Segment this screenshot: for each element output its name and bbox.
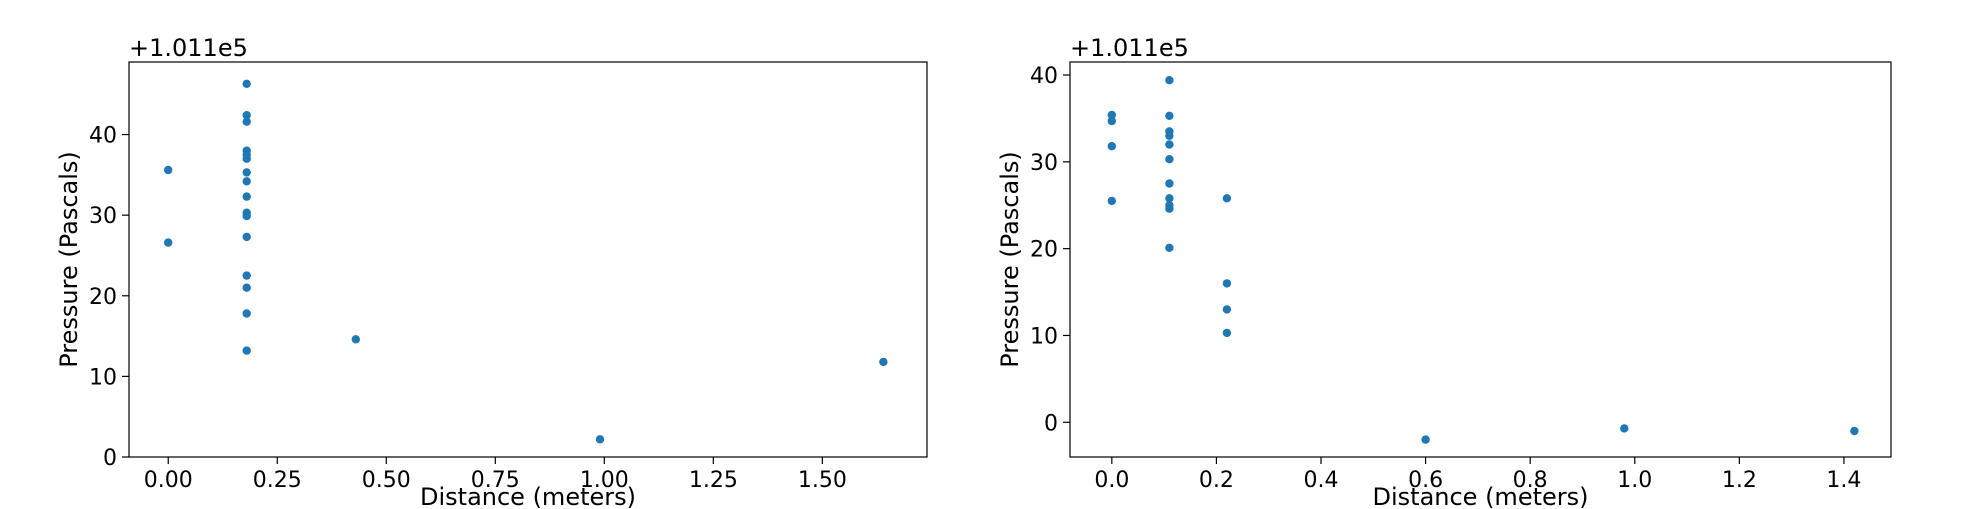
data-point [1107, 110, 1117, 120]
data-point [1165, 194, 1174, 203]
data-point [1165, 140, 1174, 149]
x-tick-label: 0.75 [471, 468, 520, 493]
data-point [242, 154, 251, 163]
left-scatter-plot: 0.00 0.25 0.50 0.75 1.00 1.25 1.50 0 10 20 30 40 Dis… [55, 34, 928, 509]
data-point [595, 435, 605, 444]
y-tick-label: 30 [1030, 151, 1058, 176]
data-point [1620, 424, 1629, 433]
data-point [1165, 111, 1174, 121]
data-point [1165, 179, 1174, 188]
y-tick-label: 10 [89, 365, 117, 390]
x-tick-label: 1.4 [1826, 468, 1861, 493]
data-point [351, 335, 360, 344]
data-point [242, 283, 251, 292]
data-point [242, 346, 251, 355]
data-point [242, 117, 251, 126]
data-point [1222, 279, 1232, 288]
data-point [164, 165, 173, 175]
data-point [1222, 328, 1232, 338]
y-tick-label: 40 [89, 124, 117, 149]
data-point [242, 232, 251, 242]
axes-frame [128, 61, 928, 458]
data-point [1165, 155, 1174, 164]
data-point [242, 168, 251, 177]
x-tick-label: 0.6 [1408, 468, 1443, 493]
data-point [242, 309, 251, 318]
data-point [1165, 243, 1174, 252]
data-point [1421, 435, 1430, 444]
y-tick-label: 30 [89, 204, 117, 229]
data-point [164, 238, 173, 247]
data-point [1222, 194, 1232, 203]
y-axis-label: Pressure (Pascals) [55, 151, 83, 368]
data-point [1107, 116, 1117, 126]
data-point [242, 111, 251, 120]
x-tick-label: 0.2 [1199, 468, 1234, 493]
x-tick-label: 0.25 [253, 468, 302, 493]
data-point [1165, 131, 1174, 140]
data-point [1165, 76, 1174, 85]
y-offset-label: +1.011e5 [1070, 34, 1189, 62]
data-point [1107, 196, 1117, 206]
x-tick-label: 0.00 [144, 468, 193, 493]
y-tick-label: 40 [1030, 64, 1058, 89]
x-tick-label: 0.4 [1304, 468, 1339, 493]
axes-frame [1069, 61, 1892, 458]
x-tick-label: 1.00 [580, 468, 629, 493]
x-tick-label: 0.8 [1513, 468, 1548, 493]
y-tick-label: 20 [89, 285, 117, 310]
data-point [1850, 426, 1859, 436]
y-tick-label: 0 [1044, 411, 1058, 436]
x-tick-label: 0.0 [1094, 468, 1129, 493]
y-offset-label: +1.011e5 [129, 34, 248, 62]
x-tick-label: 1.0 [1617, 468, 1652, 493]
data-point [1222, 305, 1232, 314]
x-tick-label: 1.50 [798, 468, 847, 493]
data-point [242, 271, 251, 280]
x-axis-label: Distance (meters) [1373, 483, 1589, 509]
data-point [1165, 204, 1174, 213]
y-tick-label: 20 [1030, 238, 1058, 263]
data-point [242, 192, 251, 201]
y-tick-label: 0 [103, 446, 117, 471]
data-point [242, 79, 251, 89]
data-point [1107, 142, 1117, 151]
x-tick-label: 1.25 [689, 468, 738, 493]
x-tick-label: 0.50 [362, 468, 411, 493]
y-tick-label: 10 [1030, 324, 1058, 349]
data-point [242, 177, 251, 186]
x-axis-label: Distance (meters) [420, 483, 636, 509]
data-point [879, 357, 888, 367]
data-point [242, 211, 251, 221]
y-axis-label: Pressure (Pascals) [996, 151, 1024, 368]
x-tick-label: 1.2 [1722, 468, 1757, 493]
right-scatter-plot: 0.0 0.2 0.4 0.6 0.8 1.0 1.2 1.4 0 10 20 30 40 Distanc… [996, 34, 1892, 509]
